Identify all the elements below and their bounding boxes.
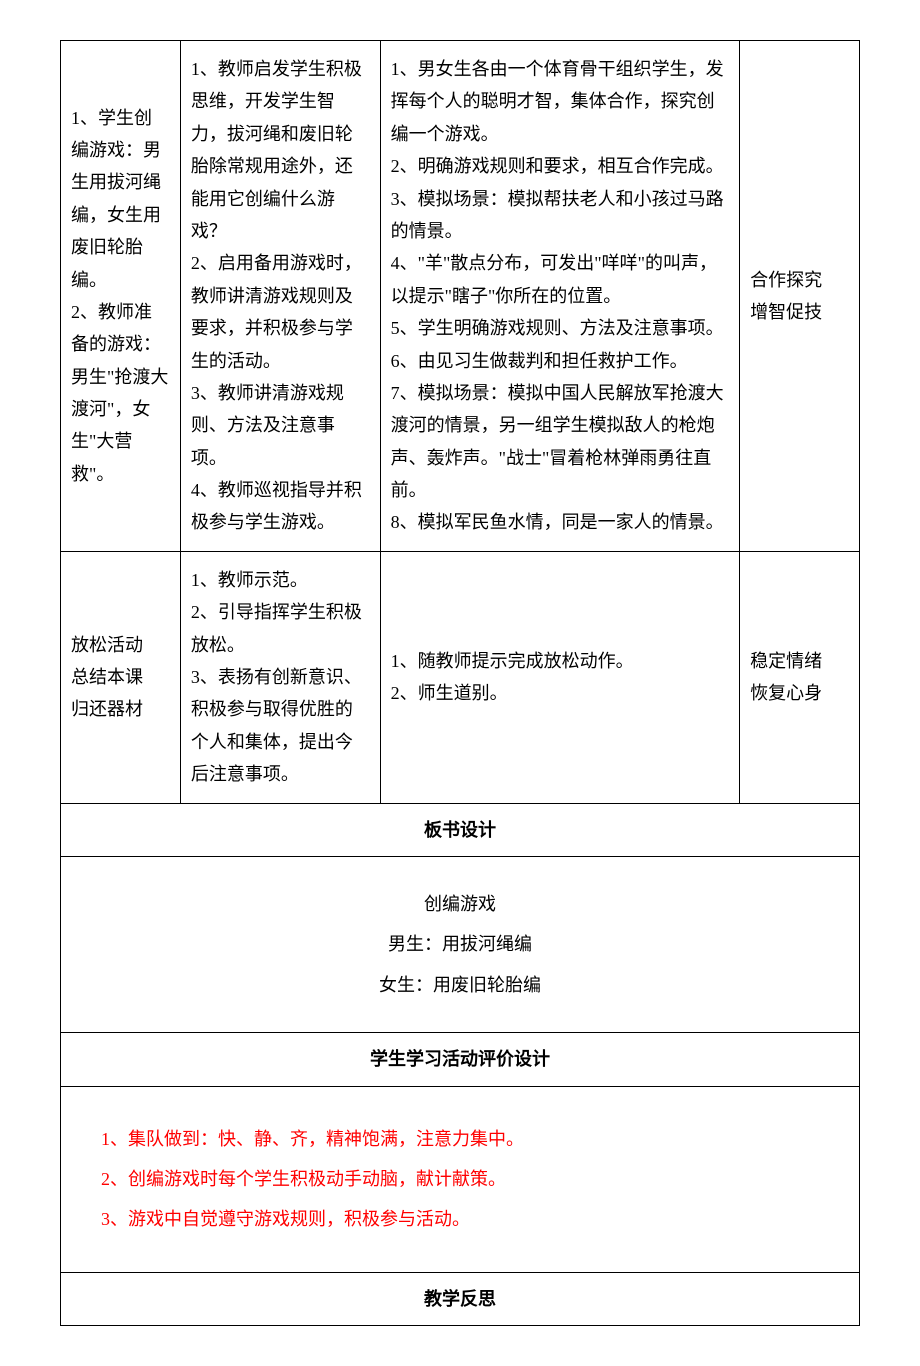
design-intent-text: 稳定情绪 恢复心身 [750, 641, 849, 714]
teacher-activity-text: 1、教师启发学生积极思维，开发学生智力，拔河绳和废旧轮胎除常规用途外，还能用它创… [191, 49, 370, 543]
table-row-eval-content: 1、集队做到：快、静、齐，精神饱满，注意力集中。 2、创编游戏时每个学生积极动手… [61, 1086, 860, 1272]
eval-line-2: 2、创编游戏时每个学生积极动手动脑，献计献策。 [101, 1163, 819, 1195]
teacher-activity-text: 1、教师示范。 2、引导指挥学生积极放松。 3、表扬有创新意识、积极参与取得优胜… [191, 560, 370, 795]
cell-student: 1、随教师提示完成放松动作。 2、师生道别。 [380, 551, 740, 803]
lesson-plan-table: 1、学生创编游戏：男生用拔河绳编，女生用废旧轮胎编。 2、教师准备的游戏：男生"… [60, 40, 860, 1326]
table-row-reflection-header: 教学反思 [61, 1272, 860, 1325]
cell-teacher: 1、教师示范。 2、引导指挥学生积极放松。 3、表扬有创新意识、积极参与取得优胜… [180, 551, 380, 803]
eval-design-content: 1、集队做到：快、静、齐，精神饱满，注意力集中。 2、创编游戏时每个学生积极动手… [61, 1086, 860, 1272]
eval-line-3: 3、游戏中自觉遵守游戏规则，积极参与活动。 [101, 1203, 819, 1235]
board-design-content: 创编游戏 男生：用拔河绳编 女生：用废旧轮胎编 [61, 856, 860, 1032]
reflection-header: 教学反思 [61, 1272, 860, 1325]
table-row-board-header: 板书设计 [61, 803, 860, 856]
board-line-3: 女生：用废旧轮胎编 [71, 969, 849, 1001]
table-row-eval-header: 学生学习活动评价设计 [61, 1033, 860, 1086]
table-row-activity-2: 放松活动 总结本课 归还器材 1、教师示范。 2、引导指挥学生积极放松。 3、表… [61, 551, 860, 803]
cell-intent: 合作探究 增智促技 [740, 41, 860, 552]
table-row-board-content: 创编游戏 男生：用拔河绳编 女生：用废旧轮胎编 [61, 856, 860, 1032]
student-activity-text: 1、随教师提示完成放松动作。 2、师生道别。 [391, 641, 730, 714]
student-activity-text: 1、男女生各由一个体育骨干组织学生，发挥每个人的聪明才智，集体合作，探究创编一个… [391, 49, 730, 543]
cell-content: 1、学生创编游戏：男生用拔河绳编，女生用废旧轮胎编。 2、教师准备的游戏：男生"… [61, 41, 181, 552]
eval-line-1: 1、集队做到：快、静、齐，精神饱满，注意力集中。 [101, 1123, 819, 1155]
cell-intent: 稳定情绪 恢复心身 [740, 551, 860, 803]
eval-design-header: 学生学习活动评价设计 [61, 1033, 860, 1086]
activity-content-text: 放松活动 总结本课 归还器材 [71, 625, 170, 730]
board-line-2: 男生：用拔河绳编 [71, 928, 849, 960]
board-line-1: 创编游戏 [71, 888, 849, 920]
design-intent-text: 合作探究 增智促技 [750, 260, 849, 333]
cell-teacher: 1、教师启发学生积极思维，开发学生智力，拔河绳和废旧轮胎除常规用途外，还能用它创… [180, 41, 380, 552]
board-design-header: 板书设计 [61, 803, 860, 856]
table-row-activity-1: 1、学生创编游戏：男生用拔河绳编，女生用废旧轮胎编。 2、教师准备的游戏：男生"… [61, 41, 860, 552]
cell-student: 1、男女生各由一个体育骨干组织学生，发挥每个人的聪明才智，集体合作，探究创编一个… [380, 41, 740, 552]
activity-content-text: 1、学生创编游戏：男生用拔河绳编，女生用废旧轮胎编。 2、教师准备的游戏：男生"… [71, 98, 170, 495]
cell-content: 放松活动 总结本课 归还器材 [61, 551, 181, 803]
